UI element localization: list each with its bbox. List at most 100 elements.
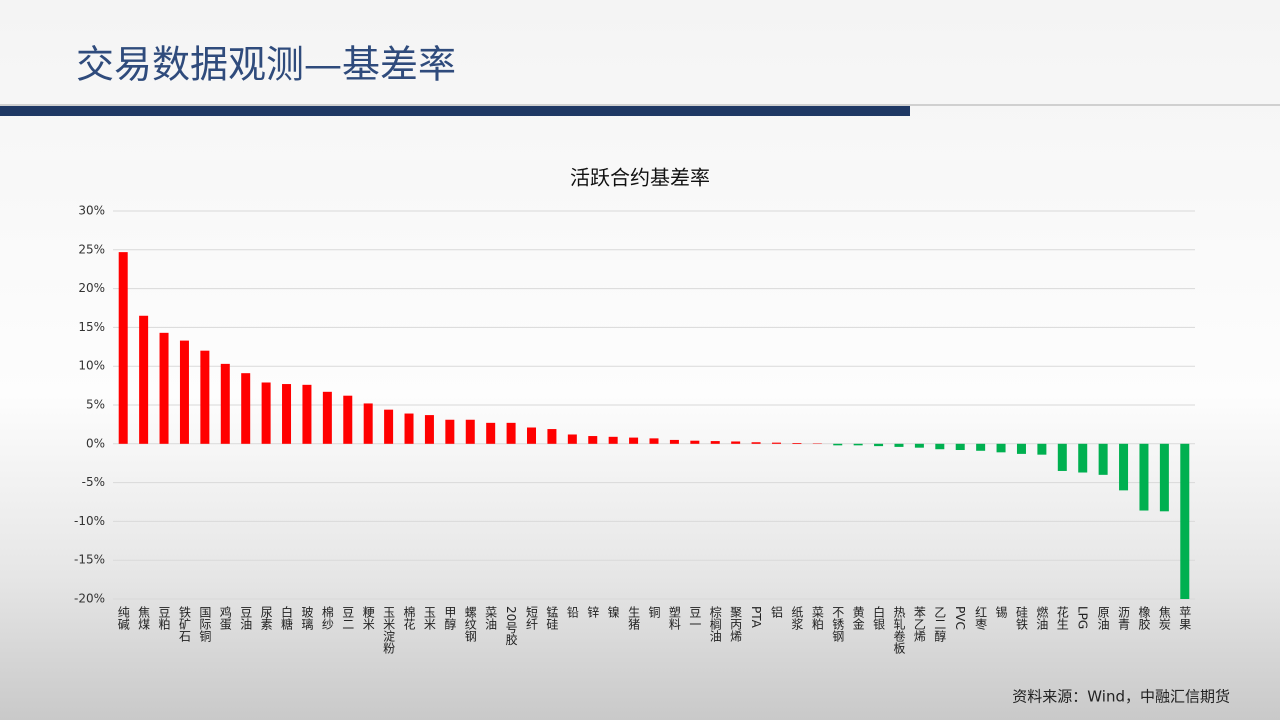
x-tick-label: PVC (953, 606, 967, 630)
x-tick-label: 尿素 (259, 606, 273, 630)
x-tick-label: 苹果 (1178, 606, 1192, 630)
bar (955, 443, 965, 451)
bar (1119, 443, 1129, 491)
x-tick-label: 棉花 (402, 606, 416, 631)
x-tick-label: 焦炭 (1157, 606, 1171, 631)
x-tick-label: 乙二醇 (933, 606, 947, 642)
x-tick-label: 白糖 (280, 605, 294, 631)
y-tick-label: 30% (78, 204, 105, 218)
x-tick-label: 红枣 (974, 605, 988, 631)
bar (343, 395, 353, 444)
x-tick-label: 豆一 (688, 606, 702, 630)
bar (322, 391, 332, 444)
bar (1078, 443, 1088, 473)
bar (1057, 443, 1067, 471)
x-tick-label: 纸浆 (790, 606, 804, 630)
bar (914, 443, 924, 448)
bar (710, 441, 720, 444)
x-tick-label: LPG (1076, 606, 1090, 629)
bar (261, 382, 271, 444)
bar (894, 443, 904, 447)
bar (363, 403, 373, 444)
x-tick-label: 黄金 (851, 606, 865, 630)
x-tick-label: 豆二 (341, 606, 355, 630)
chart-title: 活跃合约基差率 (570, 166, 710, 190)
header-rule (0, 104, 1280, 106)
bar (629, 437, 639, 444)
x-tick-label: 沥青 (1117, 606, 1131, 631)
x-tick-label: 锰硅 (545, 605, 559, 630)
bar (731, 441, 741, 444)
y-tick-label: 10% (78, 359, 105, 373)
bar (486, 422, 496, 444)
x-tick-label: 豆油 (239, 606, 253, 630)
bar (159, 332, 169, 444)
y-tick-label: 0% (86, 436, 105, 450)
bar (547, 429, 557, 444)
bar (1159, 443, 1169, 512)
bar (567, 434, 577, 444)
source-note: 资料来源：Wind，中融汇信期货 (1012, 688, 1230, 706)
x-tick-label: 棉纱 (320, 606, 334, 630)
bar (792, 443, 802, 444)
x-tick-label: 白银 (872, 605, 886, 630)
bar (445, 419, 455, 444)
x-tick-label: 菜油 (484, 606, 498, 630)
y-tick-label: -10% (74, 514, 105, 528)
x-tick-label: PTA (749, 606, 763, 629)
x-tick-label: 铝 (769, 605, 783, 618)
bar (588, 436, 598, 444)
bar (384, 409, 394, 444)
bar (690, 440, 700, 444)
bar (771, 442, 781, 444)
bar (853, 443, 863, 446)
x-tick-label: 原油 (1096, 606, 1110, 630)
bar (404, 413, 414, 444)
bar (220, 363, 230, 444)
bar (649, 438, 659, 444)
x-tick-label: 聚丙烯 (729, 606, 743, 642)
x-tick-label: 鸡蛋 (218, 605, 232, 631)
x-tick-label: 橡胶 (1137, 606, 1151, 631)
y-tick-label: -5% (82, 475, 105, 489)
bar (608, 436, 618, 444)
bar (282, 384, 292, 444)
x-tick-label: 玉米淀粉 (382, 606, 396, 654)
bar (139, 315, 149, 444)
y-tick-label: 20% (78, 281, 105, 295)
x-tick-label: 纯碱 (116, 606, 130, 631)
x-tick-label: 国际铜 (198, 606, 212, 642)
x-tick-label: 镍 (606, 606, 620, 618)
bar (179, 340, 189, 444)
bar (935, 443, 945, 450)
x-tick-label: 焦煤 (137, 606, 151, 630)
bar (669, 439, 679, 444)
bar (506, 422, 516, 444)
bar (976, 443, 986, 451)
x-tick-label: 铜 (647, 605, 661, 618)
bar (527, 427, 537, 444)
bar (465, 419, 475, 444)
header-band (0, 104, 910, 116)
bar (241, 373, 251, 444)
x-tick-label: 玻璃 (300, 606, 314, 631)
x-tick-label: 生猪 (627, 606, 641, 631)
x-tick-label: 玉米 (422, 606, 436, 630)
x-tick-label: 铅 (565, 606, 579, 618)
y-tick-label: 5% (86, 398, 105, 412)
x-tick-label: 甲醇 (443, 606, 457, 630)
x-tick-label: 20号胶 (504, 606, 518, 646)
bar (1016, 443, 1026, 454)
x-tick-label: 粳米 (361, 606, 375, 630)
x-tick-label: 塑料 (667, 605, 681, 630)
x-tick-label: 热轧卷板 (892, 606, 906, 655)
bar (1037, 443, 1047, 455)
bar (1098, 443, 1108, 475)
y-tick-label: 25% (78, 242, 105, 256)
bar (424, 415, 434, 444)
slide-title: 交易数据观测—基差率 (76, 43, 456, 87)
x-tick-label: 苯乙烯 (912, 606, 926, 642)
x-tick-label: 燃油 (1035, 605, 1049, 630)
x-tick-label: 锡 (994, 605, 1008, 619)
